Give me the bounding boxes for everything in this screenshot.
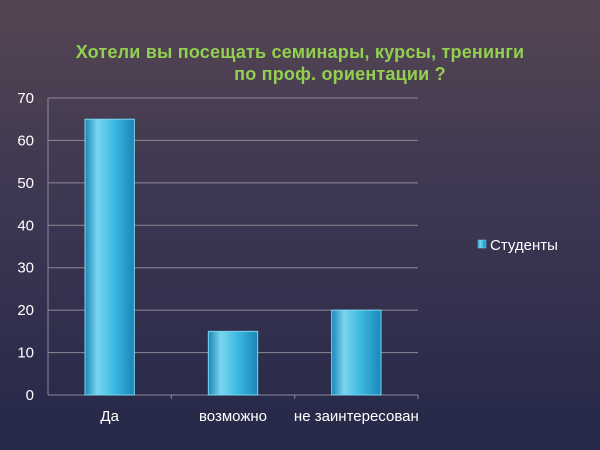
bar: [84, 118, 135, 396]
y-tick-label: 70: [17, 90, 34, 107]
bar: [331, 309, 382, 396]
y-tick-label: 30: [17, 260, 34, 277]
chart-title-line-1: Хотели вы посещать семинары, курсы, трен…: [75, 42, 525, 62]
legend: Студенты: [477, 237, 558, 254]
legend-swatch-students: [477, 239, 487, 249]
y-axis-ticks: 0 10 20 30 40 50 60 70: [17, 90, 34, 404]
x-tick-label: Да: [100, 408, 119, 425]
bar: [207, 330, 259, 396]
x-tick-label: возможно: [199, 408, 267, 425]
y-tick-label: 50: [17, 175, 34, 192]
legend-label-students: Студенты: [490, 237, 558, 254]
y-tick-label: 0: [26, 387, 34, 404]
chart-title-line-2: по проф. ориентации ?: [234, 64, 446, 84]
y-tick-label: 20: [17, 302, 34, 319]
y-tick-label: 60: [17, 132, 34, 149]
x-tick-label: не заинтересован: [294, 408, 419, 425]
bars: [84, 118, 382, 396]
x-axis-ticks: Да возможно не заинтересован: [100, 408, 418, 425]
y-tick-label: 40: [17, 217, 34, 234]
y-tick-label: 10: [17, 345, 34, 362]
